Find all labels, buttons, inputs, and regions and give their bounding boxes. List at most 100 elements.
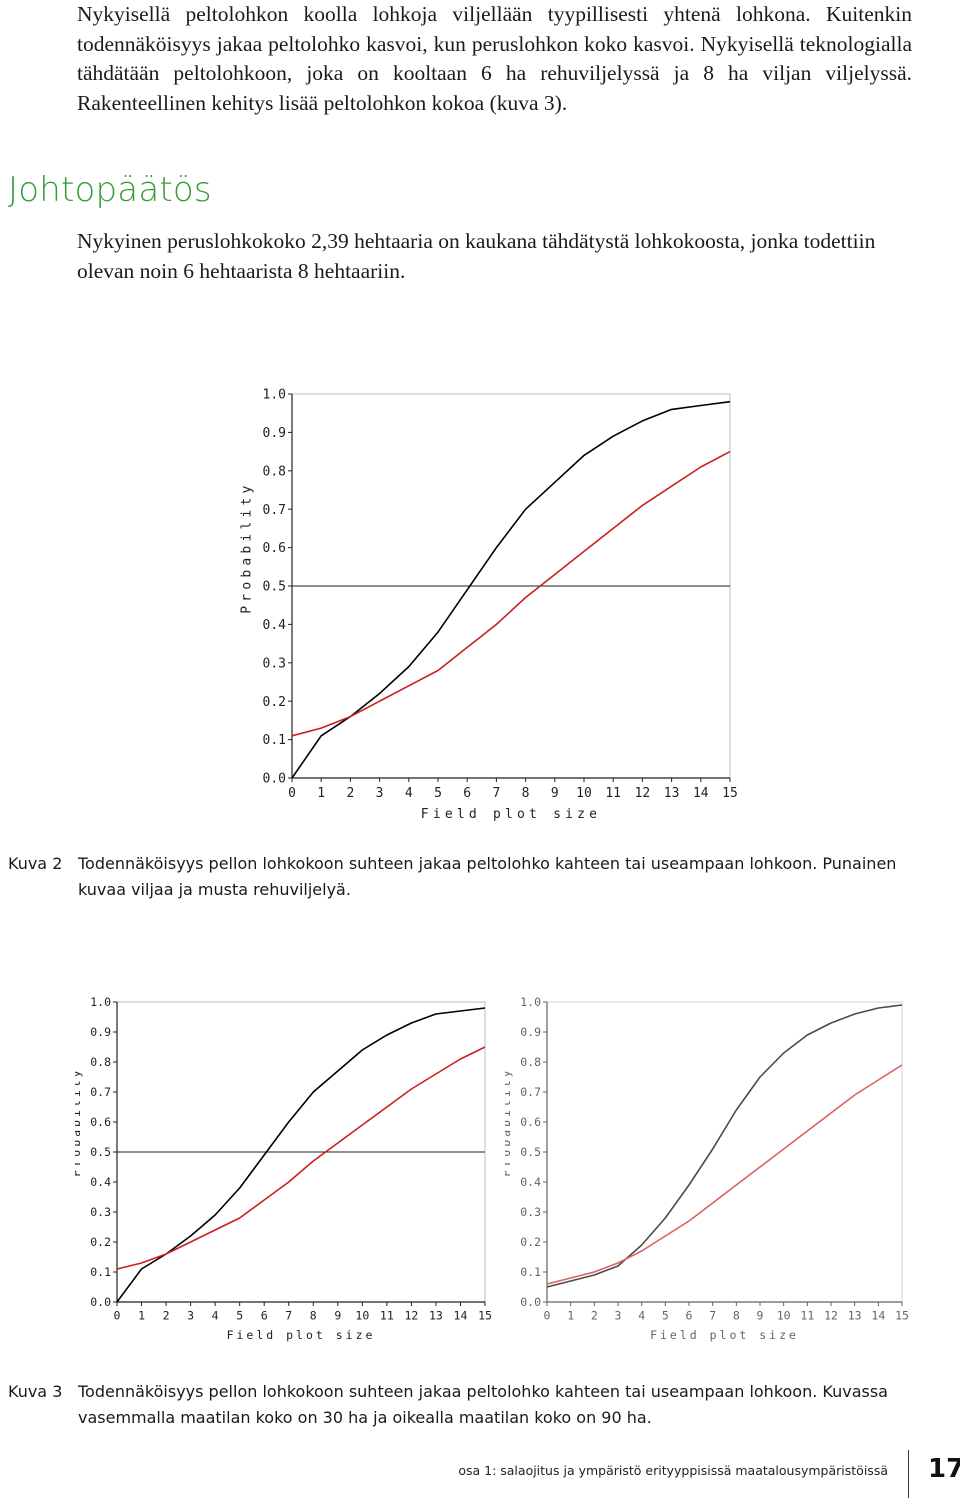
- y-tick-label: 0.0: [90, 1295, 111, 1309]
- section-heading: Johtopäätös: [8, 170, 212, 210]
- figure-3-caption-text: Todennäköisyys pellon lohkokoon suhteen …: [78, 1382, 888, 1427]
- x-tick-label: 0: [288, 786, 296, 801]
- x-axis-title: Field plot size: [227, 1328, 376, 1342]
- y-tick-label: 0.9: [90, 1025, 111, 1039]
- y-axis-title: Probability: [240, 481, 254, 613]
- series-line-red: [116, 1046, 486, 1270]
- x-tick-label: 0: [544, 1309, 551, 1323]
- x-tick-label: 6: [686, 1309, 693, 1323]
- x-tick-label: 9: [334, 1309, 341, 1323]
- x-tick-label: 5: [434, 786, 442, 801]
- x-tick-label: 1: [317, 786, 325, 801]
- x-tick-label: 10: [355, 1309, 369, 1323]
- y-tick-label: 0.2: [90, 1235, 111, 1249]
- footer-text: osa 1: salaojitus ja ympäristö erityyppi…: [458, 1463, 888, 1478]
- x-tick-label: 0: [114, 1309, 121, 1323]
- series-line-red: [291, 450, 731, 737]
- x-tick-label: 13: [664, 786, 680, 801]
- page-number: 17: [928, 1454, 960, 1484]
- x-tick-label: 2: [163, 1309, 170, 1323]
- y-tick-label: 0.4: [263, 618, 287, 633]
- plot-frame: [546, 1001, 903, 1303]
- figure-3-right-chart: 0.00.10.20.30.40.50.60.70.80.91.00 1 2 3 4 5 6…: [505, 995, 909, 1342]
- y-tick-label: 0.4: [520, 1175, 541, 1189]
- x-tick-label: 8: [522, 786, 530, 801]
- figure-3-label: Kuva 3: [8, 1382, 63, 1401]
- y-tick-label: 0.2: [520, 1235, 541, 1249]
- x-tick-label: 4: [405, 786, 413, 801]
- y-tick-label: 0.5: [90, 1145, 111, 1159]
- y-tick-label: 0.1: [263, 733, 286, 748]
- x-tick-label: 12: [824, 1309, 838, 1323]
- x-tick-label: 11: [800, 1309, 814, 1323]
- x-tick-label: 15: [722, 786, 738, 801]
- figure-3-caption: Kuva 3 Todennäköisyys pellon lohkokoon s…: [8, 1379, 938, 1433]
- x-tick-label: 10: [576, 786, 592, 801]
- footer-divider: [908, 1450, 909, 1498]
- figure-2-caption: Kuva 2 Todennäköisyys pellon lohkokoon s…: [8, 851, 938, 905]
- x-tick-label: 7: [492, 786, 500, 801]
- x-tick-label: 12: [635, 786, 651, 801]
- y-tick-label: 0.1: [520, 1265, 541, 1279]
- y-axis-title: Probability: [505, 1067, 513, 1176]
- y-tick-label: 0.4: [90, 1175, 111, 1189]
- x-tick-label: 1: [138, 1309, 145, 1323]
- y-tick-label: 0.6: [90, 1115, 111, 1129]
- x-tick-label: 7: [285, 1309, 292, 1323]
- x-tick-label: 14: [871, 1309, 885, 1323]
- figure-2-chart: 0.00.10.20.30.40.50.60.70.80.91.00 1 2 3 4 5 6…: [240, 388, 738, 822]
- x-tick-label: 15: [478, 1309, 492, 1323]
- x-tick-label: 4: [638, 1309, 645, 1323]
- x-axis-title: Field plot size: [421, 807, 601, 822]
- x-tick-label: 12: [404, 1309, 418, 1323]
- x-tick-label: 2: [591, 1309, 598, 1323]
- y-tick-label: 0.0: [263, 772, 286, 787]
- x-tick-label: 13: [429, 1309, 443, 1323]
- y-tick-label: 0.9: [263, 426, 286, 441]
- y-tick-label: 1.0: [520, 995, 541, 1009]
- x-tick-label: 6: [261, 1309, 268, 1323]
- x-tick-label: 3: [376, 786, 384, 801]
- y-tick-label: 0.5: [263, 580, 286, 595]
- x-tick-label: 9: [551, 786, 559, 801]
- y-tick-label: 0.0: [520, 1295, 541, 1309]
- y-tick-label: 0.5: [520, 1145, 541, 1159]
- y-tick-label: 0.7: [520, 1085, 541, 1099]
- y-tick-label: 0.8: [263, 464, 286, 479]
- intro-paragraph: Nykyisellä peltolohkon koolla lohkoja vi…: [77, 2, 912, 115]
- x-tick-label: 5: [236, 1309, 243, 1323]
- series-line-red: [546, 1064, 903, 1285]
- x-axis-title: Field plot size: [650, 1328, 799, 1342]
- conclusion-paragraph: Nykyinen peruslohkokoko 2,39 hehtaaria o…: [77, 229, 876, 283]
- figure-3-left-chart: 0.00.10.20.30.40.50.60.70.80.91.00 1 2 3 4 5 6…: [75, 995, 492, 1342]
- y-tick-label: 0.3: [90, 1205, 111, 1219]
- y-tick-label: 0.3: [520, 1205, 541, 1219]
- y-tick-label: 0.7: [263, 503, 286, 518]
- y-tick-label: 0.6: [263, 541, 286, 556]
- x-tick-label: 11: [605, 786, 621, 801]
- y-tick-label: 0.1: [90, 1265, 111, 1279]
- y-tick-label: 1.0: [90, 995, 111, 1009]
- x-tick-label: 14: [693, 786, 709, 801]
- x-tick-label: 13: [848, 1309, 862, 1323]
- figure-2-label: Kuva 2: [8, 854, 63, 873]
- x-tick-label: 5: [662, 1309, 669, 1323]
- series-line-black: [291, 400, 731, 779]
- x-tick-label: 1: [567, 1309, 574, 1323]
- figure-2-caption-text: Todennäköisyys pellon lohkokoon suhteen …: [78, 854, 897, 899]
- y-tick-label: 1.0: [263, 388, 286, 403]
- y-axis-title: Probability: [75, 1067, 83, 1176]
- y-tick-label: 0.6: [520, 1115, 541, 1129]
- x-tick-label: 3: [615, 1309, 622, 1323]
- x-tick-label: 8: [310, 1309, 317, 1323]
- y-tick-label: 0.8: [90, 1055, 111, 1069]
- x-tick-label: 2: [346, 786, 354, 801]
- y-tick-label: 0.2: [263, 695, 286, 710]
- y-tick-label: 0.3: [263, 656, 286, 671]
- series-line-black: [546, 1004, 903, 1288]
- x-tick-label: 9: [757, 1309, 764, 1323]
- x-tick-label: 4: [212, 1309, 219, 1323]
- series-line-black: [116, 1007, 486, 1303]
- x-tick-label: 8: [733, 1309, 740, 1323]
- x-tick-label: 10: [777, 1309, 791, 1323]
